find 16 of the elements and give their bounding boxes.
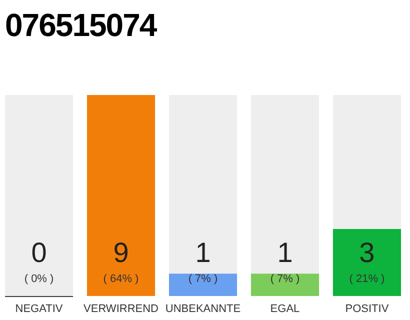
annotation: ( 7% ) bbox=[188, 273, 218, 285]
x-tick-label: EGAL bbox=[270, 303, 300, 315]
x-tick-label: NEGATIV bbox=[15, 303, 64, 315]
data-label: 1 bbox=[277, 237, 293, 268]
annotation: ( 0% ) bbox=[24, 273, 54, 285]
data-label: 1 bbox=[195, 237, 211, 268]
chart-title: 076515074 bbox=[5, 7, 158, 43]
x-tick-label: POSITIV bbox=[345, 303, 390, 315]
data-label: 3 bbox=[359, 237, 375, 268]
annotation: ( 7% ) bbox=[270, 273, 300, 285]
data-label: 0 bbox=[31, 237, 47, 268]
x-tick-label: UNBEKANNTE bbox=[165, 303, 241, 315]
x-tick-label: VERWIRREND bbox=[84, 303, 159, 315]
annotation: ( 64% ) bbox=[103, 273, 139, 285]
data-label: 9 bbox=[113, 237, 129, 268]
annotation: ( 21% ) bbox=[349, 273, 385, 285]
